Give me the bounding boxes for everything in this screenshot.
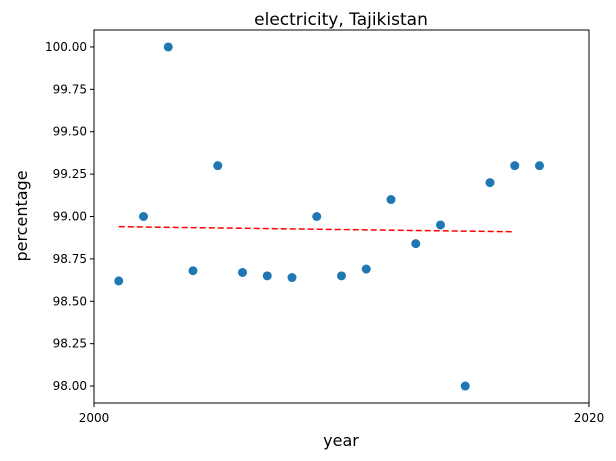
chart-title: electricity, Tajikistan bbox=[254, 10, 428, 30]
x-axis-title: year bbox=[323, 431, 359, 450]
data-points bbox=[114, 42, 544, 391]
data-point bbox=[510, 161, 520, 171]
y-tick-label: 99.00 bbox=[53, 210, 87, 224]
y-tick-label: 98.00 bbox=[53, 379, 87, 393]
data-point bbox=[139, 212, 148, 221]
data-point bbox=[163, 42, 173, 52]
data-point bbox=[535, 161, 544, 171]
data-point bbox=[287, 273, 297, 283]
data-point bbox=[312, 212, 322, 221]
data-point bbox=[485, 178, 495, 188]
y-tick-label: 99.50 bbox=[53, 125, 87, 139]
y-tick-label: 99.25 bbox=[53, 167, 87, 181]
data-point bbox=[361, 264, 371, 274]
y-tick-label: 99.75 bbox=[53, 82, 87, 96]
data-point bbox=[262, 271, 272, 281]
data-point bbox=[386, 195, 396, 205]
data-point bbox=[213, 161, 223, 171]
trendline-group bbox=[118, 225, 515, 233]
data-point bbox=[188, 266, 198, 276]
x-axis: 2000 2020 bbox=[79, 403, 605, 425]
y-axis: 98.00 98.25 98.50 98.75 99.00 99.25 99.50 99.75… bbox=[45, 40, 94, 393]
y-tick-label: 98.75 bbox=[53, 252, 87, 266]
y-tick-label: 98.25 bbox=[53, 337, 87, 351]
x-tick-label: 2020 bbox=[574, 411, 605, 425]
data-point bbox=[337, 271, 346, 281]
y-tick-label: 98.50 bbox=[53, 294, 87, 308]
trendline bbox=[118, 225, 515, 233]
x-tick-label: 2000 bbox=[79, 411, 110, 425]
data-point bbox=[238, 267, 247, 277]
data-point bbox=[411, 239, 421, 249]
data-point bbox=[436, 220, 445, 230]
data-point bbox=[114, 276, 124, 286]
y-axis-title: percentage bbox=[12, 170, 31, 261]
y-tick-label: 100.00 bbox=[45, 40, 87, 54]
plot-area bbox=[93, 29, 590, 404]
data-point bbox=[460, 381, 470, 391]
